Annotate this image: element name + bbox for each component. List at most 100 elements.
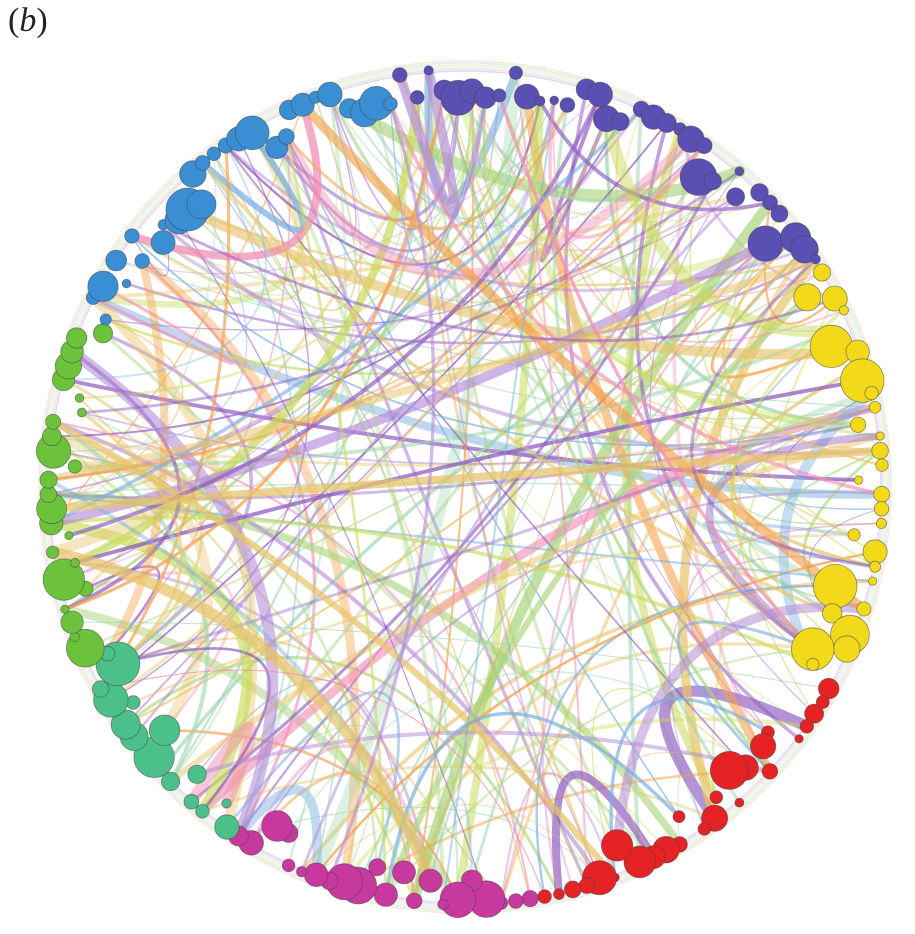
network-edge <box>416 96 574 891</box>
network-node <box>437 898 449 911</box>
network-node <box>508 65 523 80</box>
network-node <box>537 889 552 904</box>
network-edge <box>52 449 379 869</box>
network-node <box>194 155 211 171</box>
network-node <box>383 96 398 112</box>
network-node <box>695 137 713 155</box>
network-edge <box>131 235 876 420</box>
network-edge <box>385 180 714 896</box>
network-edge <box>702 520 877 569</box>
network-node <box>234 115 270 151</box>
network-node <box>39 470 58 489</box>
network-edge <box>47 493 874 583</box>
network-edge <box>389 96 487 269</box>
network-edge <box>237 93 348 838</box>
network-edge <box>532 735 667 887</box>
network-edge <box>676 620 815 773</box>
network-edge <box>80 410 183 666</box>
network-edge <box>66 345 279 842</box>
network-edge <box>137 256 360 887</box>
network-node <box>587 81 613 108</box>
network-edge <box>710 247 833 379</box>
network-edge <box>314 550 877 876</box>
network-node <box>124 228 140 244</box>
panel-label-open: ( <box>8 2 20 39</box>
network-node <box>45 545 60 559</box>
network-edge <box>131 235 859 447</box>
network-edge <box>130 131 307 302</box>
network-node <box>862 539 888 565</box>
network-node <box>134 253 150 269</box>
network-node <box>368 858 387 877</box>
network-edge <box>71 621 830 690</box>
network-node <box>864 385 879 401</box>
network-edge <box>315 803 601 879</box>
network-node <box>821 285 848 312</box>
network-edge <box>115 94 601 275</box>
network-edge <box>50 318 184 510</box>
network-edge <box>46 546 437 887</box>
network-edge <box>300 195 738 874</box>
network-edge <box>729 248 815 715</box>
network-node <box>875 517 887 529</box>
network-edge <box>131 533 856 704</box>
network-edge <box>778 388 877 670</box>
network-node <box>93 323 114 344</box>
network-edge <box>44 255 820 484</box>
network-edge <box>50 153 217 524</box>
network-node <box>672 810 686 823</box>
network-edge <box>456 96 693 203</box>
network-edge <box>342 717 809 884</box>
network-node <box>296 866 308 878</box>
network-edge <box>287 670 764 834</box>
network-edge <box>284 103 569 230</box>
network-node <box>734 797 745 808</box>
network-edge <box>500 772 617 904</box>
network-node <box>873 501 890 517</box>
network-node <box>875 431 885 441</box>
network-node <box>148 714 181 747</box>
network-edge <box>499 247 807 905</box>
network-node <box>534 95 546 107</box>
network-node <box>794 734 804 744</box>
network-edge <box>80 411 252 783</box>
network-node <box>70 557 80 568</box>
network-edge <box>275 96 487 253</box>
network-node <box>853 475 864 485</box>
network-node <box>214 814 240 840</box>
network-node <box>799 719 815 734</box>
network-node <box>750 183 769 202</box>
network-node <box>392 860 416 885</box>
network-edge <box>274 145 445 907</box>
network-node <box>60 610 84 634</box>
network-edge <box>80 169 741 414</box>
network-node <box>856 601 872 617</box>
network-edge <box>548 98 706 239</box>
network-node <box>99 313 112 326</box>
network-edge <box>198 402 880 816</box>
network-edge <box>413 90 475 902</box>
network-edge <box>233 785 322 880</box>
network-edge <box>124 236 797 726</box>
network-node <box>868 400 882 414</box>
network-node <box>74 393 85 403</box>
network-edge <box>161 223 837 343</box>
network-node <box>810 254 821 265</box>
network-node <box>91 680 110 698</box>
network-node <box>600 829 634 862</box>
network-edge <box>443 89 769 733</box>
network-node <box>290 92 315 117</box>
network-node <box>610 112 630 131</box>
network-node <box>770 204 789 223</box>
network-node <box>790 235 819 264</box>
network-node <box>726 187 745 207</box>
network-node <box>623 845 657 879</box>
network-node <box>559 97 576 113</box>
network-edge <box>329 94 486 246</box>
network-edge <box>612 602 869 851</box>
network-node <box>762 194 778 211</box>
network-edge <box>497 93 815 651</box>
network-node <box>409 90 425 105</box>
network-edge <box>62 144 267 381</box>
